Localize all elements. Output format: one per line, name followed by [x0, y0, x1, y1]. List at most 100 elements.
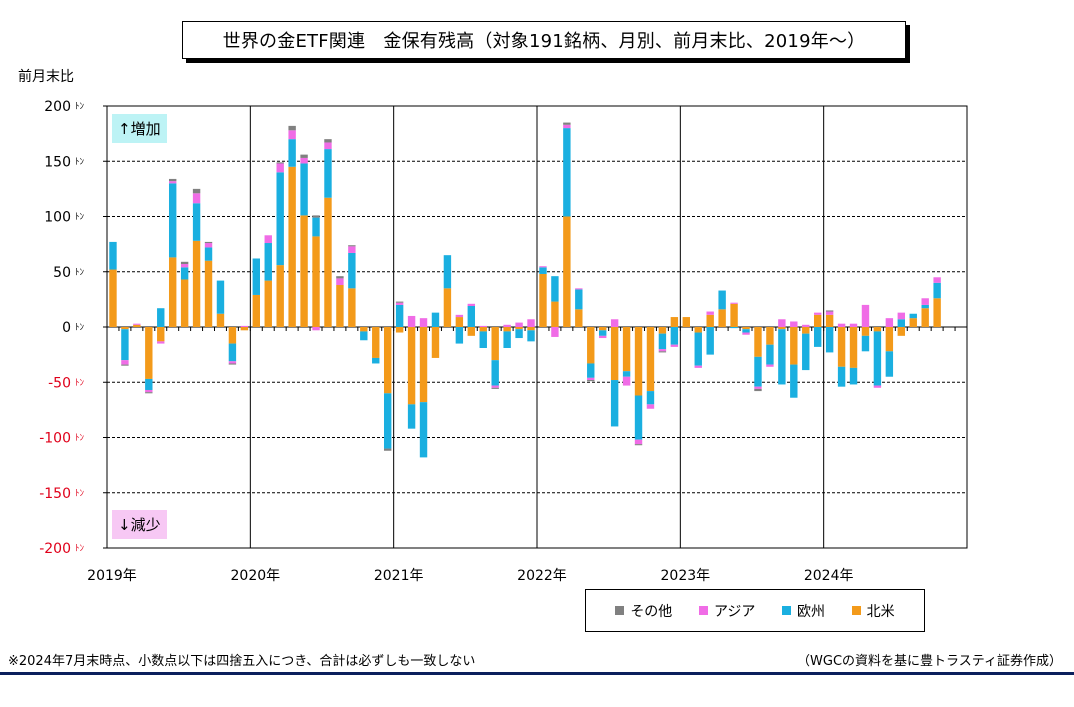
y-tick-label: -100: [39, 431, 71, 447]
bar-segment: [658, 349, 667, 352]
bar-segment: [670, 344, 679, 347]
bar-segment: [610, 380, 619, 427]
y-tick-label: 150: [44, 154, 71, 170]
bar-segment: [730, 303, 738, 327]
bar-segment: [754, 356, 762, 387]
y-tick-unit: ﾄﾝ: [75, 157, 85, 167]
bar-segment: [622, 327, 631, 372]
bar-segment: [312, 217, 320, 237]
bar-segment: [180, 279, 189, 327]
bar-segment: [240, 327, 249, 331]
bar-segment: [324, 142, 332, 150]
bar-segment: [622, 371, 631, 377]
bar-segment: [802, 333, 810, 371]
bar-segment: [455, 327, 464, 344]
bar-segment: [324, 197, 332, 327]
bar-segment: [312, 236, 320, 327]
bar-segment: [634, 395, 643, 440]
bar-segment: [909, 318, 917, 327]
bar-segment: [730, 327, 738, 329]
bar-segment: [300, 215, 308, 327]
bar-segment: [228, 361, 237, 364]
bar-segment: [575, 289, 583, 310]
footnote-left: ※2024年7月末時点、小数点以下は四捨五入につき、合計は必ずしも一致しない: [8, 654, 476, 669]
bar-segment: [706, 327, 714, 355]
bar-segment: [467, 327, 476, 336]
bar-segment: [192, 188, 201, 194]
bar-segment: [813, 312, 822, 315]
bar-segment: [634, 439, 643, 445]
bar-segment: [515, 329, 523, 339]
y-tick-label: 200: [44, 99, 71, 115]
bar-segment: [395, 302, 404, 305]
bar-segment: [646, 391, 655, 405]
bar-segment: [312, 215, 320, 218]
bar-segment: [168, 178, 177, 182]
bar-segment: [885, 327, 894, 352]
bar-segment: [718, 309, 726, 327]
bar-segment: [455, 317, 464, 327]
bar-segment: [288, 139, 296, 167]
bar-segment: [849, 367, 858, 385]
bar-segment: [300, 157, 308, 164]
legend-item-europe: 欧州: [782, 601, 825, 621]
bar-segment: [503, 327, 511, 332]
y-tick-label: 50: [53, 265, 71, 281]
bar-segment: [300, 154, 308, 158]
bar-segment: [670, 317, 679, 327]
x-tick-label: 2023年: [661, 568, 711, 584]
bar-segment: [933, 298, 941, 327]
increase-annotation: ↑増加: [112, 114, 167, 143]
y-tick-unit: ﾄﾝ: [75, 102, 85, 112]
bar-segment: [790, 327, 798, 365]
bar-segment: [694, 365, 702, 368]
bar-segment: [228, 343, 237, 362]
y-tick-label: -50: [48, 375, 71, 391]
bar-segment: [551, 301, 559, 327]
bar-segment: [539, 266, 547, 268]
bar-segment: [383, 448, 392, 451]
x-tick-label: 2020年: [231, 568, 281, 584]
y-tick-label: 0: [62, 320, 71, 336]
legend-swatch-europe: [782, 606, 792, 615]
bar-segment: [825, 311, 834, 315]
y-tick-unit: ﾄﾝ: [75, 268, 85, 278]
y-tick-label: 100: [44, 210, 71, 226]
bar-segment: [706, 311, 714, 315]
bar-segment: [527, 330, 535, 342]
bar-segment: [336, 278, 344, 286]
bar-segment: [873, 331, 882, 386]
bar-segment: [109, 241, 117, 270]
chart-title: 世界の金ETF関連 金保有残高（対象191銘柄、月別、前月末比、2019年～）: [182, 21, 906, 59]
bar-segment: [503, 324, 511, 327]
bar-segment: [539, 273, 547, 327]
footnote-right: （WGCの資料を基に豊トラスティ証券作成）: [797, 654, 1062, 669]
bar-segment: [419, 402, 428, 458]
legend-label-other: その他: [630, 603, 673, 620]
bar-segment: [563, 216, 571, 327]
bar-segment: [885, 318, 894, 327]
bar-segment: [921, 298, 929, 305]
bar-segment: [730, 302, 738, 304]
bar-segment: [778, 329, 786, 385]
bar-segment: [204, 247, 213, 261]
bar-segment: [180, 264, 189, 268]
bar-segment: [587, 363, 595, 378]
bar-segment: [897, 312, 906, 320]
bar-segment: [825, 310, 834, 312]
bar-segment: [921, 304, 929, 309]
bar-segment: [372, 327, 380, 358]
bar-segment: [825, 314, 834, 327]
bar-segment: [598, 335, 607, 339]
bar-segment: [192, 240, 201, 327]
bar-segment: [921, 308, 929, 327]
bar-segment: [861, 304, 870, 327]
bar-segment: [491, 385, 499, 388]
bar-segment: [455, 314, 464, 318]
bar-segment: [121, 329, 129, 361]
bar-segment: [240, 325, 249, 327]
bar-segment: [563, 122, 571, 125]
bar-segment: [503, 331, 511, 348]
legend-item-asia: アジア: [698, 601, 755, 621]
bar-segment: [407, 327, 416, 405]
